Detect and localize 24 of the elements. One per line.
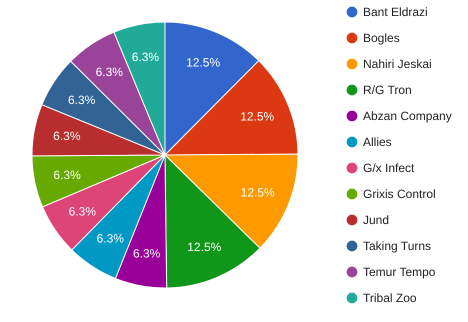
data-label: 6.3%	[132, 50, 160, 64]
data-label: 12.5%	[240, 186, 276, 200]
data-label: 6.3%	[96, 232, 124, 246]
legend-label: Tribal Zoo	[363, 291, 417, 305]
data-label: 6.3%	[53, 129, 81, 144]
data-label: 6.3%	[132, 246, 161, 260]
legend-label: Nahiri Jeskai	[363, 57, 432, 71]
data-label: 12.5%	[186, 56, 220, 70]
data-label: 6.3%	[68, 92, 96, 107]
data-label: 6.3%	[68, 204, 96, 218]
legend-label: Grixis Control	[363, 187, 436, 201]
data-label: 12.5%	[187, 240, 222, 254]
legend-label: Abzan Company	[363, 109, 452, 123]
legend-label: Allies	[363, 135, 392, 149]
legend-label: Taking Turns	[363, 239, 432, 253]
data-label: 12.5%	[240, 109, 275, 124]
legend-label: Bant Eldrazi	[363, 5, 428, 19]
data-label: 6.3%	[53, 168, 82, 182]
legend-label: R/G Tron	[363, 83, 412, 97]
legend-label: Bogles	[363, 31, 400, 45]
legend-label: Jund	[363, 213, 390, 227]
legend-label: Temur Tempo	[363, 265, 436, 279]
data-label: 6.3%	[96, 64, 124, 79]
legend-label: G/x Infect	[363, 161, 416, 175]
